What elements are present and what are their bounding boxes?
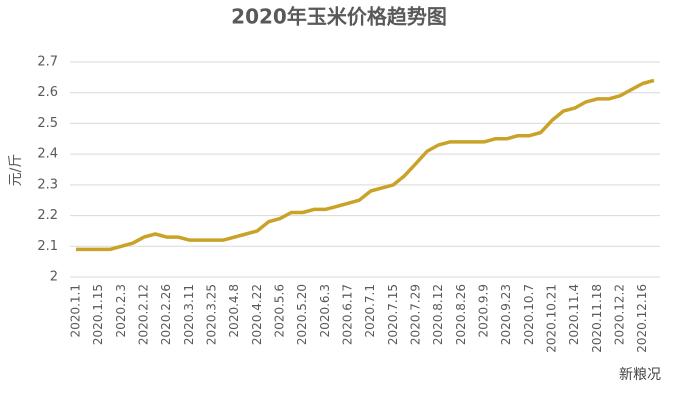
x-tick-label: 2020.7.29: [409, 284, 423, 345]
y-tick-label: 2.6: [37, 85, 58, 100]
x-tick-label: 2020.3.11: [182, 284, 196, 345]
y-tick-label: 2.5: [37, 116, 58, 131]
x-tick-label: 2020.9.9: [477, 284, 491, 337]
y-tick-label: 2: [50, 270, 58, 285]
x-tick-label: 2020.12.16: [635, 284, 649, 353]
x-tick-label: 2020.5.20: [295, 284, 309, 345]
x-tick-label: 2020.6.17: [341, 284, 355, 345]
watermark: 新粮况: [619, 367, 661, 383]
x-tick-label: 2020.9.23: [499, 284, 513, 345]
x-tick-label: 2020.8.12: [431, 284, 445, 345]
x-tick-label: 2020.2.12: [137, 284, 151, 345]
x-tick-label: 2020.8.26: [454, 284, 468, 345]
x-tick-label: 2020.2.3: [114, 284, 128, 337]
x-tick-label: 2020.4.22: [250, 284, 264, 345]
y-axis-label: 元/斤: [8, 154, 24, 187]
price-line: [76, 78, 655, 252]
x-tick-label: 2020.1.15: [91, 284, 105, 345]
y-tick-label: 2.3: [37, 177, 58, 192]
x-tick-label: 2020.4.8: [227, 284, 241, 337]
x-tick-label: 2020.5.6: [273, 284, 287, 337]
x-tick-label: 2020.11.4: [567, 284, 581, 345]
x-tick-label: 2020.10.7: [522, 284, 536, 345]
x-tick-label: 2020.10.21: [545, 284, 559, 353]
x-tick-label: 2020.3.25: [205, 284, 219, 345]
x-tick-label: 2020.1.1: [69, 284, 83, 337]
x-tick-label: 2020.2.26: [159, 284, 173, 345]
x-tick-label: 2020.11.18: [590, 284, 604, 353]
y-tick-label: 2.2: [37, 208, 58, 223]
x-tick-label: 2020.12.2: [613, 284, 627, 345]
y-tick-label: 2.1: [37, 239, 58, 254]
y-tick-label: 2.4: [37, 147, 58, 162]
y-tick-label: 2.7: [37, 55, 58, 70]
x-tick-label: 2020.7.15: [386, 284, 400, 345]
chart-title: 2020年玉米价格趋势图: [231, 5, 447, 29]
x-tick-label: 2020.7.1: [363, 284, 377, 337]
x-tick-label: 2020.6.3: [318, 284, 332, 337]
